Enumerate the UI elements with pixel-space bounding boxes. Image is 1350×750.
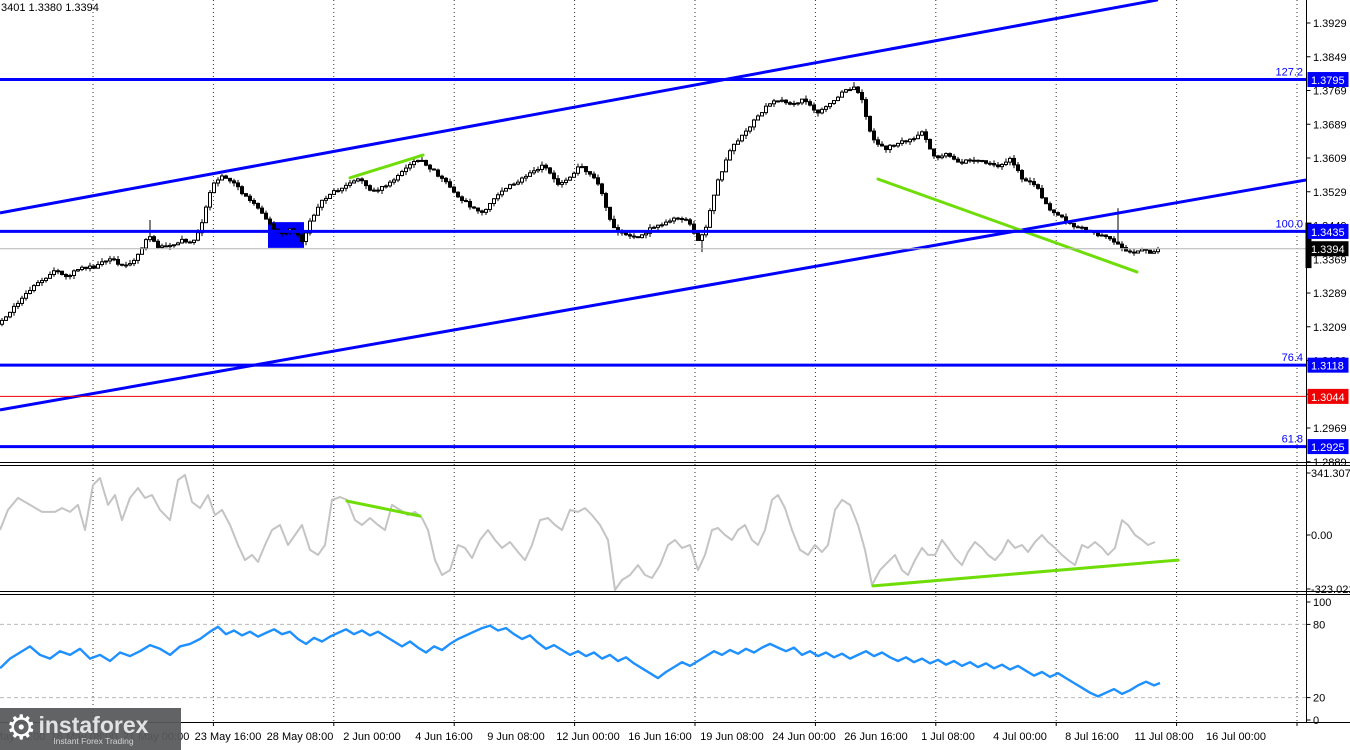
time-axis-label: 28 May 08:00 xyxy=(267,731,334,743)
price-badge-1.3044: 1.3044 xyxy=(1307,388,1349,404)
svg-text:1.3435: 1.3435 xyxy=(1311,227,1345,239)
indicator1-line xyxy=(0,474,1156,591)
indicator1-axis-label: 341.3079 xyxy=(1311,468,1350,480)
time-axis-label: 12 Jun 00:00 xyxy=(556,731,620,743)
time-axis-label: 4 Jun 16:00 xyxy=(415,731,473,743)
green-trendline-2[interactable] xyxy=(876,177,1139,274)
price-badge-1.3435: 1.3435 xyxy=(1307,223,1349,239)
indicator1-panel[interactable] xyxy=(0,474,1180,591)
main-price-panel[interactable] xyxy=(0,0,1306,449)
time-axis-label: 9 Jun 08:00 xyxy=(487,731,545,743)
price-axis-label: 1.3529 xyxy=(1313,187,1347,199)
svg-text:1.3118: 1.3118 xyxy=(1311,361,1344,373)
time-axis-label: 26 Jun 16:00 xyxy=(844,731,908,743)
price-axis-label: 1.3289 xyxy=(1313,288,1347,300)
indicator1-axis-label: 0.00 xyxy=(1311,530,1332,542)
vertical-gridlines xyxy=(92,0,1298,722)
fib-label-76.4: 76.4 xyxy=(1282,352,1303,364)
fib-label-127.2: 127.2 xyxy=(1275,67,1303,79)
svg-text:1.3044: 1.3044 xyxy=(1311,392,1345,404)
channel-trendline-2[interactable] xyxy=(0,178,1306,412)
time-axis-label: 2 Jun 00:00 xyxy=(343,731,401,743)
time-axis-label: 16 Jul 00:00 xyxy=(1206,731,1266,743)
fib-label-61.8: 61.8 xyxy=(1282,434,1303,446)
channel-trendline-1[interactable] xyxy=(0,0,1159,215)
indicator2-axis-label: 20 xyxy=(1313,693,1325,705)
indicator2-axis-label: 100 xyxy=(1313,597,1331,609)
price-axis-label: 1.3929 xyxy=(1313,18,1347,30)
green-trendline-1[interactable] xyxy=(348,153,425,180)
time-axis-label: 8 Jul 16:00 xyxy=(1065,731,1119,743)
indicator1-green-trendline-1[interactable] xyxy=(345,499,422,518)
price-badge-1.3394: 1.3394 xyxy=(1307,241,1349,257)
ohlc-info: 3401 1.3380 1.3394 xyxy=(1,2,99,14)
indicator1-axis-label: -323.0212 xyxy=(1311,584,1350,596)
price-axis-label: 1.3689 xyxy=(1313,119,1347,131)
indicator2-line xyxy=(0,624,1161,698)
indicator1-green-trendline-2[interactable] xyxy=(871,558,1180,588)
indicator2-axis-label: 80 xyxy=(1313,619,1325,631)
svg-text:1.2925: 1.2925 xyxy=(1311,442,1345,454)
price-axis-label: 1.3849 xyxy=(1313,52,1347,64)
time-axis-label: 16 Jun 16:00 xyxy=(628,731,692,743)
broker-watermark: ⚙ instaforex Instant Forex Trading xyxy=(0,708,181,750)
brand-subtitle: Instant Forex Trading xyxy=(53,735,134,746)
time-axis-label: 4 Jul 00:00 xyxy=(993,731,1047,743)
svg-text:1.3795: 1.3795 xyxy=(1311,75,1345,87)
time-axis-label: 24 Jun 00:00 xyxy=(772,731,836,743)
indicator2-axis-label: 0 xyxy=(1313,715,1319,727)
price-axis-label: 1.3609 xyxy=(1313,153,1347,165)
indicator2-panel[interactable] xyxy=(0,623,1306,699)
instaforex-gear-logo-icon: ⚙ xyxy=(6,709,37,747)
price-axis-label: 1.2889 xyxy=(1313,457,1347,469)
panel-borders xyxy=(0,0,1350,723)
time-axis-label: 19 Jun 08:00 xyxy=(700,731,764,743)
price-axis: 1.3929 1.3849 1.3769 1.3689 1.3609 1.3529 1.34… xyxy=(1275,18,1350,727)
price-axis-label: 1.3369 xyxy=(1313,254,1347,266)
price-badge-1.2925: 1.2925 xyxy=(1307,439,1349,455)
time-axis-label: 1 Jul 08:00 xyxy=(921,731,975,743)
brand-name: instaforex xyxy=(38,711,149,738)
svg-text:1.3394: 1.3394 xyxy=(1311,244,1345,256)
time-axis-label: 11 Jul 08:00 xyxy=(1134,731,1193,743)
fib-label-100.0: 100.0 xyxy=(1275,218,1303,230)
price-axis-label: 1.2969 xyxy=(1313,423,1347,435)
price-badge-1.3118: 1.3118 xyxy=(1307,357,1349,373)
time-axis-label: 23 May 16:00 xyxy=(195,731,262,743)
candles xyxy=(0,82,1160,327)
price-axis-label: 1.3209 xyxy=(1313,322,1347,334)
price-axis-label: 1.3769 xyxy=(1313,86,1347,98)
price-badge-1.3795: 1.3795 xyxy=(1307,72,1349,88)
